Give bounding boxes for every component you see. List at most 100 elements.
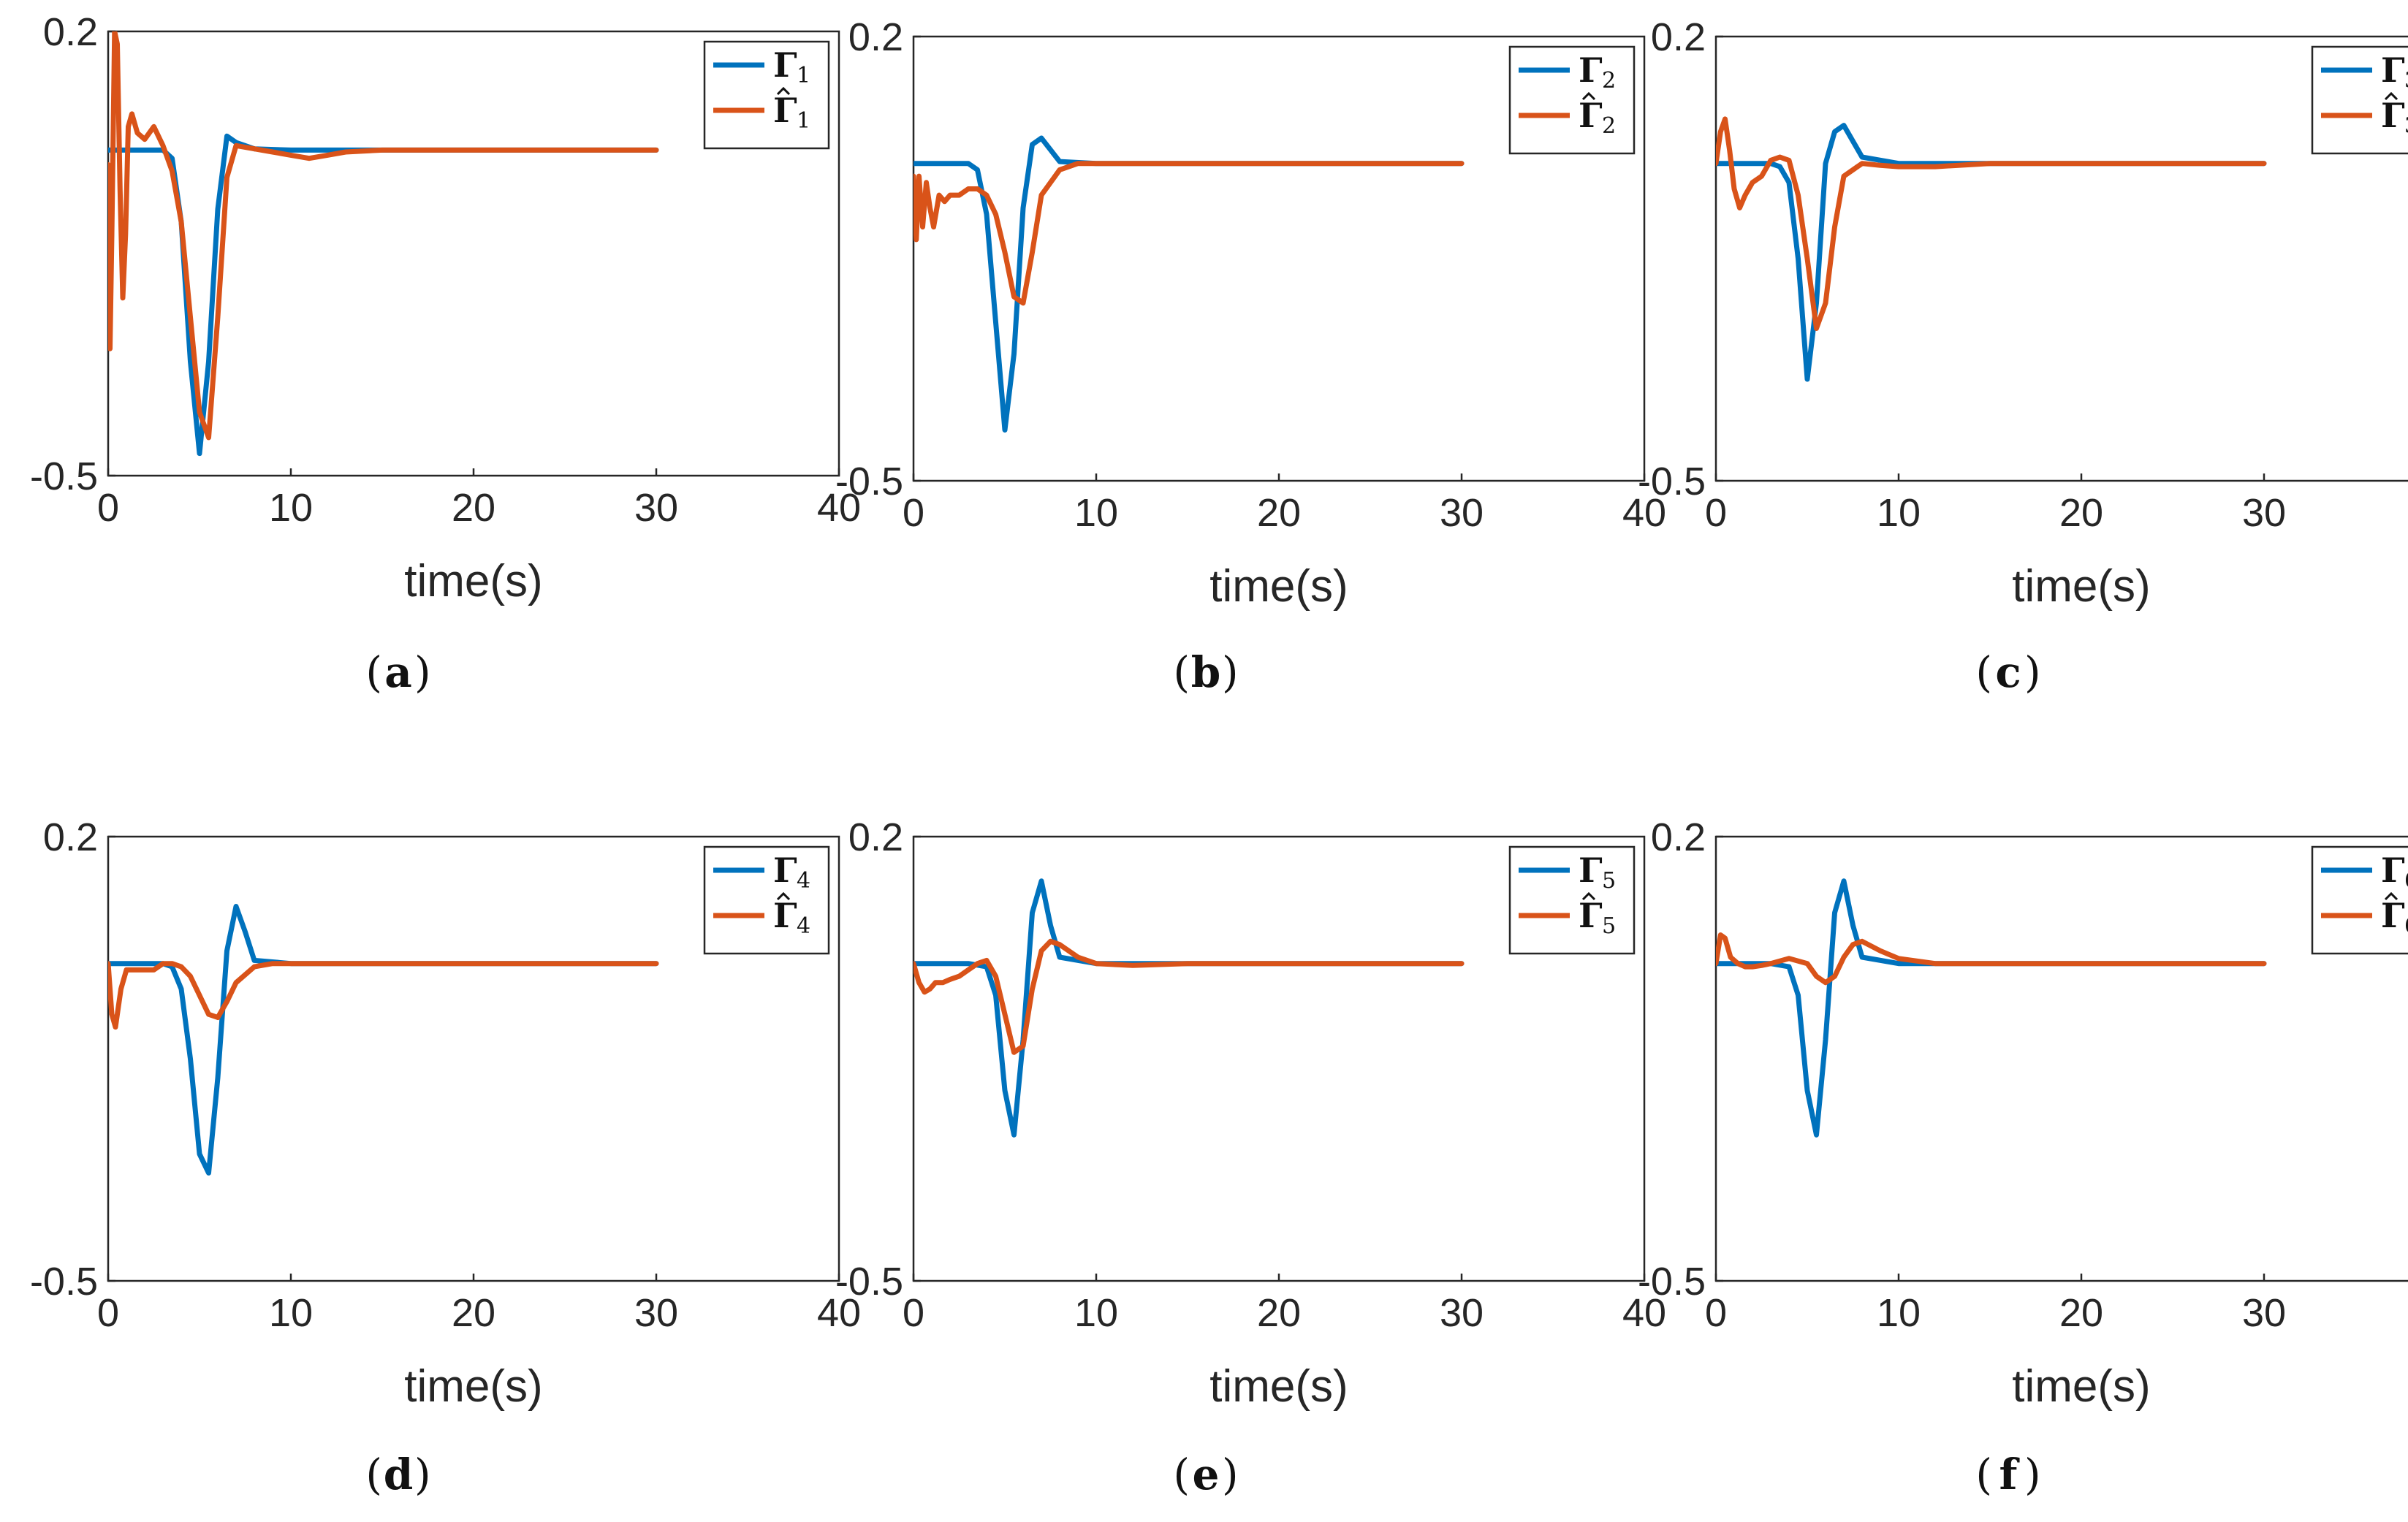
hat-accent (2384, 891, 2398, 901)
x-tick-label: 10 (1877, 491, 1921, 535)
caption-label: e (1193, 1450, 1220, 1499)
legend-symbol: Γ (1579, 896, 1603, 935)
y-tick-label: 0.2 (848, 15, 903, 59)
x-tick-label: 10 (269, 486, 313, 530)
legend-subscript: 3 (2404, 113, 2408, 139)
caption-open-paren: ( (1975, 647, 1992, 697)
x-tick-label: 30 (2242, 491, 2286, 535)
chart-panel-d: 0 10 20 30 40 -0.5 0.2 time(s) Γ 4Γ 4 (d) (30, 815, 861, 1499)
x-tick-label: 20 (1257, 1291, 1301, 1335)
legend-subscript: 5 (1602, 913, 1616, 939)
legend-box (2311, 845, 2408, 955)
legend-symbol: Γ (773, 91, 797, 130)
y-tick-label: 0.2 (1651, 815, 1706, 859)
plot-area (1714, 835, 2408, 1282)
series-line-estimate (1716, 932, 2267, 986)
x-tick-label: 0 (97, 486, 119, 530)
x-tick-label: 0 (97, 1291, 119, 1335)
series-line-true (108, 133, 659, 457)
series-line-true (1716, 123, 2267, 382)
x-tick-label: 30 (2242, 1291, 2286, 1335)
x-tick-label: 10 (269, 1291, 313, 1335)
caption-close-paren: ) (414, 647, 431, 697)
series-line-estimate (914, 161, 1465, 306)
legend-subscript: 3 (2404, 68, 2408, 94)
x-axis-label: time(s) (2012, 1361, 2150, 1412)
caption-close-paren: ) (414, 1450, 431, 1499)
caption-label: a (384, 647, 412, 697)
caption-close-paren: ) (2024, 647, 2041, 697)
x-tick-label: 40 (1622, 1291, 1666, 1335)
hat-accent (2384, 91, 2398, 101)
legend-subscript: 1 (797, 63, 810, 88)
y-tick-label: 0.2 (43, 815, 98, 859)
x-tick-label: 20 (2059, 1291, 2103, 1335)
legend-box (703, 845, 830, 955)
legend-subscript: 2 (1602, 68, 1616, 94)
x-tick-label: 0 (1705, 1291, 1727, 1335)
legend-subscript: 6 (2404, 913, 2408, 939)
legend-subscript: 2 (1602, 113, 1616, 139)
series-line-true (914, 878, 1465, 1138)
y-tick-label: -0.5 (30, 454, 98, 498)
x-tick-label: 40 (817, 1291, 861, 1335)
legend-symbol: Γ (1579, 851, 1603, 890)
series-line-estimate (108, 31, 659, 441)
hat-accent (776, 891, 791, 901)
legend-box (2311, 45, 2408, 155)
series-line-estimate (914, 938, 1465, 1055)
y-tick-label: 0.2 (848, 815, 903, 859)
legend-symbol: Γ (1579, 96, 1603, 135)
x-tick-label: 20 (1257, 491, 1301, 535)
y-tick-label: -0.5 (1638, 1260, 1706, 1304)
caption-open-paren: ( (365, 1450, 382, 1499)
legend-symbol: Γ (773, 896, 797, 935)
x-axis-label: time(s) (404, 1361, 542, 1412)
caption-close-paren: ) (2024, 1450, 2041, 1499)
x-axis-label: time(s) (2012, 561, 2150, 612)
caption-open-paren: ( (1173, 1450, 1190, 1499)
x-axis-label: time(s) (1209, 561, 1348, 612)
y-tick-label: -0.5 (835, 460, 903, 503)
legend-symbol: Γ (2381, 896, 2405, 935)
hat-accent (1581, 891, 1596, 901)
x-tick-label: 0 (1705, 491, 1727, 535)
hat-accent (776, 86, 791, 96)
x-tick-label: 40 (1622, 491, 1666, 535)
legend-symbol: Γ (2381, 50, 2405, 90)
legend-symbol: Γ (1579, 50, 1603, 90)
x-tick-label: 0 (903, 491, 924, 535)
caption-close-paren: ) (1222, 1450, 1239, 1499)
legend-subscript: 4 (797, 868, 810, 894)
legend-subscript: 4 (797, 913, 810, 939)
caption-label: c (1995, 647, 2021, 697)
y-tick-label: -0.5 (1638, 460, 1706, 503)
legend-box (1508, 45, 1636, 155)
legend-subscript: 5 (1602, 868, 1616, 894)
x-tick-label: 20 (452, 1291, 495, 1335)
legend-box (1508, 845, 1636, 955)
series-line-true (914, 135, 1465, 433)
caption-open-paren: ( (365, 647, 382, 697)
y-tick-label: 0.2 (43, 10, 98, 54)
caption-open-paren: ( (1173, 647, 1190, 697)
x-tick-label: 40 (817, 486, 861, 530)
x-tick-label: 10 (1877, 1291, 1921, 1335)
y-tick-label: 0.2 (1651, 15, 1706, 59)
caption-label: b (1191, 647, 1221, 697)
x-tick-label: 30 (1440, 491, 1484, 535)
legend-subscript: 6 (2404, 868, 2408, 894)
legend-box (703, 40, 830, 150)
x-tick-label: 30 (1440, 1291, 1484, 1335)
x-tick-label: 30 (634, 1291, 678, 1335)
chart-panel-a: 0 10 20 30 40 -0.5 0.2 time(s) Γ 1Γ 1 (a) (30, 10, 861, 697)
x-tick-label: 0 (903, 1291, 924, 1335)
x-tick-label: 20 (2059, 491, 2103, 535)
legend-subscript: 1 (797, 108, 810, 134)
caption-open-paren: ( (1975, 1450, 1992, 1499)
x-tick-label: 30 (634, 486, 678, 530)
